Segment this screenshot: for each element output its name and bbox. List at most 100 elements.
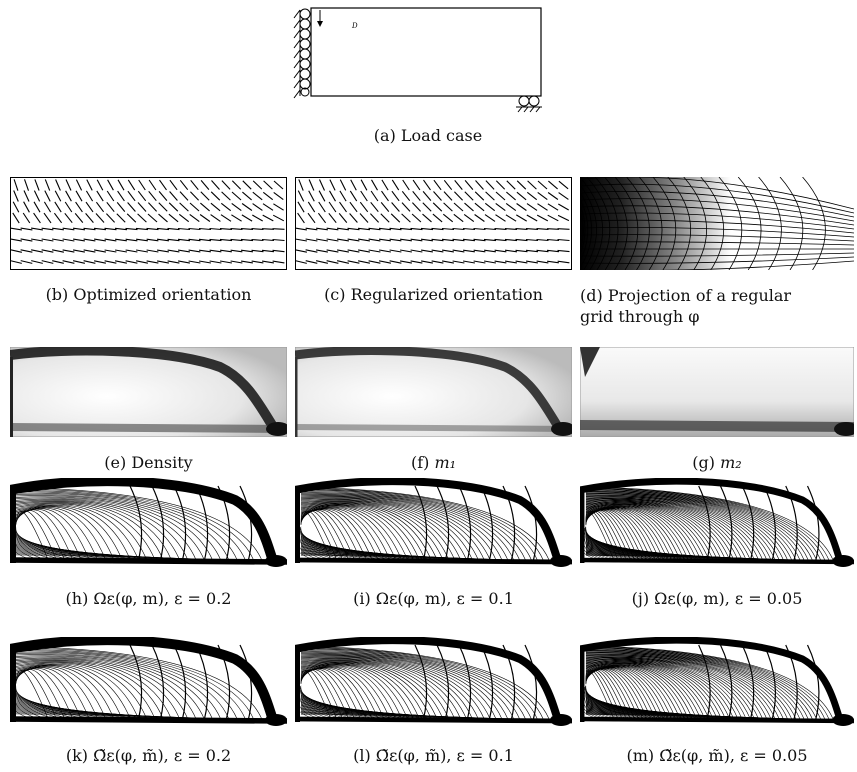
lattice-fiber: [14, 528, 57, 563]
orientation-tick: [305, 260, 318, 264]
lattice-fiber: [15, 496, 205, 561]
cross-fiber: [785, 644, 798, 722]
caption-g: (g) m₂: [580, 453, 854, 473]
lattice-fiber: [300, 654, 497, 720]
lattice-fiber: [300, 665, 397, 720]
orientation-tick: [473, 238, 486, 242]
orientation-tick: [318, 190, 326, 202]
panel-i-omega-01: [295, 478, 572, 568]
orientation-tick: [453, 202, 464, 212]
lattice-fiber: [15, 499, 180, 561]
orientation-tick: [537, 191, 548, 201]
lattice-fiber: [14, 687, 57, 722]
orientation-tick: [179, 202, 189, 212]
orientation-tick: [339, 201, 347, 213]
lattice-fiber: [300, 658, 467, 720]
orientation-tick: [463, 249, 475, 253]
lattice-fiber: [15, 497, 197, 561]
orientation-tick: [74, 213, 84, 223]
orientation-tick: [33, 201, 41, 213]
lattice-fiber: [585, 665, 677, 720]
lattice-fiber: [585, 506, 677, 561]
orientation-tick: [263, 180, 273, 190]
lattice-fiber: [585, 496, 776, 561]
orientation-tick: [483, 238, 497, 242]
lattice-fiber: [300, 657, 473, 720]
lattice-fiber: [15, 665, 115, 720]
orientation-tick: [464, 202, 474, 212]
left-support: [10, 488, 16, 563]
orientation-tick: [75, 201, 83, 213]
orientation-tick: [116, 213, 126, 223]
cross-fiber: [741, 644, 755, 722]
orientation-tick: [558, 180, 569, 190]
panel-g-m2: [580, 347, 854, 437]
grid-line: [580, 205, 854, 226]
orientation-tick: [146, 249, 159, 253]
orientation-tick: [380, 202, 390, 212]
orientation-tick: [515, 260, 528, 264]
lattice-fiber: [300, 499, 467, 561]
lattice-fiber: [15, 660, 164, 720]
lattice-fiber: [585, 665, 681, 720]
orientation-tick: [20, 227, 33, 231]
grid-line: [580, 219, 854, 234]
orientation-tick: [251, 260, 264, 264]
lattice-fiber: [300, 554, 550, 563]
cross-fiber: [524, 485, 538, 563]
lattice-fiber: [300, 665, 402, 720]
orientation-tick: [339, 190, 347, 202]
orientation-tick: [85, 190, 94, 202]
orientation-tick: [33, 212, 41, 224]
lattice-fiber: [585, 506, 685, 561]
lattice-fiber: [300, 502, 444, 561]
orientation-tick: [20, 249, 33, 253]
orientation-tick: [474, 191, 485, 201]
orientation-tick: [199, 214, 211, 222]
orientation-tick: [380, 213, 390, 223]
lattice-fiber: [15, 657, 189, 720]
grid-line: [580, 198, 589, 262]
cross-fiber: [763, 485, 777, 563]
lattice-fiber: [15, 648, 246, 720]
orientation-tick: [158, 202, 168, 212]
orientation-tick: [261, 249, 275, 253]
orientation-tick: [159, 179, 167, 191]
orientation-tick: [495, 214, 506, 222]
orientation-tick: [272, 260, 285, 264]
orientation-tick: [242, 191, 252, 201]
grid-line: [580, 208, 584, 252]
orientation-tick: [241, 214, 253, 222]
orientation-tick: [347, 260, 360, 264]
orientation-tick: [189, 202, 200, 212]
orientation-tick: [370, 201, 379, 213]
orientation-tick: [230, 260, 243, 264]
cross-fiber: [129, 485, 143, 563]
lattice-fiber: [581, 526, 618, 563]
caption-d-line2: grid through φ: [580, 307, 700, 326]
orientation-tick: [297, 201, 305, 213]
orientation-tick: [262, 191, 274, 201]
lattice-fiber: [585, 488, 821, 561]
orientation-tick: [261, 238, 275, 242]
orientation-tick: [315, 260, 329, 264]
caption-c: (c) Regularized orientation: [324, 285, 543, 304]
grid-line: [580, 191, 854, 218]
lattice-fiber: [300, 663, 420, 720]
orientation-tick: [209, 260, 222, 264]
orientation-tick: [262, 214, 274, 222]
lattice-fiber: [15, 495, 213, 561]
orientation-tick: [12, 212, 20, 224]
lattice-fiber: [585, 503, 710, 561]
orientation-tick: [347, 227, 360, 231]
orientation-tick: [114, 260, 128, 264]
lattice-fiber: [585, 506, 681, 561]
lattice-fiber: [15, 662, 148, 720]
orientation-tick: [178, 213, 190, 223]
orientation-tick: [558, 192, 569, 200]
orientation-tick: [381, 190, 389, 202]
orientation-tick: [23, 190, 30, 202]
orientation-tick: [452, 249, 465, 253]
orientation-tick: [504, 228, 518, 230]
lattice-fiber: [585, 653, 788, 720]
